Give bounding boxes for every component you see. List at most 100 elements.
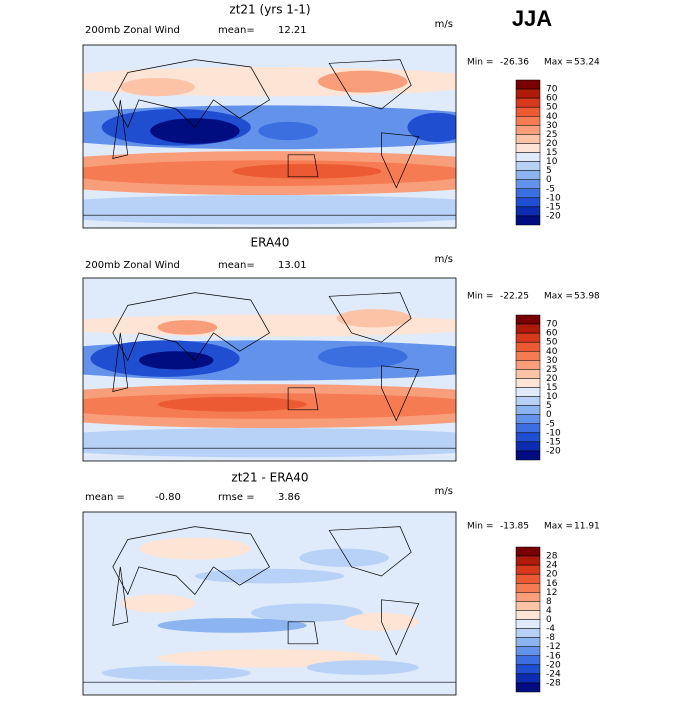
- colorbar-box: [515, 610, 541, 620]
- colorbar-label: 50: [546, 338, 558, 348]
- coastline: [83, 526, 456, 683]
- left-label: 200mb Zonal Wind: [85, 260, 180, 271]
- min-value: -22.25: [500, 292, 529, 302]
- max-value: 11.91: [574, 522, 600, 532]
- max-label: Max =: [544, 522, 573, 532]
- colorbar-box: [515, 673, 541, 684]
- field-contour: [157, 396, 307, 412]
- panel: zt21 (yrs 1-1) 200mb Zonal Wind mean= 12.21…: [82, 3, 600, 229]
- panel: zt21 - ERA40 mean = -0.80 rmse = 3.86 m/s Min …: [82, 471, 600, 696]
- max-label: Max =: [544, 292, 573, 302]
- colorbar-box: [515, 161, 541, 171]
- colorbar-box: [515, 396, 541, 406]
- colorbar-label: -5: [546, 184, 555, 194]
- panel-title: zt21 - ERA40: [231, 471, 308, 485]
- colorbar-box: [515, 546, 541, 557]
- map: [83, 512, 456, 695]
- colorbar-box: [515, 215, 541, 226]
- colorbar-label: 4: [546, 606, 552, 616]
- field-contour: [306, 660, 419, 675]
- colorbar-label: 0: [546, 410, 552, 420]
- colorbar-label: 40: [546, 347, 558, 357]
- colorbar-box: [515, 188, 541, 199]
- left-value: -0.80: [155, 492, 181, 503]
- field-contour: [101, 665, 251, 681]
- colorbar-label: 8: [546, 597, 552, 607]
- stat-value: 12.21: [278, 25, 307, 36]
- colorbar-label: 50: [546, 103, 558, 113]
- colorbar-label: -16: [546, 651, 561, 661]
- colorbar-box: [515, 332, 541, 343]
- colorbar-label: 20: [546, 570, 558, 580]
- colorbar-label: 25: [546, 365, 557, 375]
- colorbar-box: [515, 314, 541, 325]
- colorbar-box: [515, 79, 541, 90]
- colorbar-label: 0: [546, 175, 552, 185]
- colorbar-box: [515, 351, 541, 361]
- field-contour: [258, 121, 318, 141]
- colorbar-label: 5: [546, 401, 552, 411]
- colorbar-box: [515, 323, 541, 334]
- colorbar-label: 10: [546, 157, 558, 167]
- stat-label: mean=: [218, 25, 255, 36]
- map-frame: [82, 511, 457, 696]
- colorbar-box: [515, 414, 541, 424]
- stat-label: rmse =: [218, 492, 255, 503]
- colorbar-label: 25: [546, 130, 557, 140]
- max-value: 53.24: [574, 58, 600, 68]
- colorbar-label: -10: [546, 428, 561, 438]
- colorbar-label: -20: [546, 660, 561, 670]
- colorbar-box: [515, 341, 541, 352]
- colorbar-label: 60: [546, 329, 558, 339]
- field-contour: [157, 320, 218, 335]
- colorbar-box: [515, 441, 541, 452]
- colorbar-label: 12: [546, 588, 557, 598]
- colorbar-label: 28: [546, 552, 558, 562]
- field-contour: [83, 340, 456, 381]
- colorbar-label: 15: [546, 383, 557, 393]
- colorbar-box: [515, 432, 541, 443]
- field-contour: [83, 66, 456, 97]
- colorbar-box: [515, 555, 541, 566]
- unit: m/s: [435, 254, 453, 265]
- colorbar-box: [515, 655, 541, 666]
- colorbar-box: [515, 134, 541, 144]
- colorbar-box: [515, 378, 541, 388]
- colorbar-label: 10: [546, 392, 558, 402]
- colorbar-label: -10: [546, 193, 561, 203]
- panel-title: zt21 (yrs 1-1): [229, 3, 310, 17]
- colorbar-label: 70: [546, 320, 558, 330]
- colorbar-box: [515, 143, 541, 153]
- stat-value: 3.86: [278, 492, 300, 503]
- colorbar-box: [515, 360, 541, 370]
- colorbar-box: [515, 682, 541, 693]
- colorbar-box: [515, 664, 541, 675]
- colorbar-box: [515, 405, 541, 415]
- colorbar-box: [515, 197, 541, 208]
- left-label: mean =: [85, 492, 125, 503]
- colorbar-box: [515, 97, 541, 108]
- unit: m/s: [435, 19, 453, 30]
- colorbar-box: [515, 116, 541, 126]
- left-label: 200mb Zonal Wind: [85, 25, 180, 36]
- field-contour: [150, 118, 240, 144]
- field-contour: [83, 428, 456, 458]
- colorbar-box: [515, 179, 541, 189]
- field-contour: [138, 537, 251, 560]
- colorbar-label: -15: [546, 437, 561, 447]
- min-label: Min =: [467, 58, 493, 68]
- colorbar-label: -20: [546, 211, 561, 221]
- colorbar-label: 20: [546, 374, 558, 384]
- colorbar-label: 0: [546, 615, 552, 625]
- colorbar-label: 20: [546, 139, 558, 149]
- colorbar-label: -28: [546, 678, 561, 688]
- field-contour: [83, 195, 456, 225]
- colorbar-box: [515, 88, 541, 99]
- colorbar-label: -20: [546, 446, 561, 456]
- colorbar-box: [515, 619, 541, 629]
- colorbar-box: [515, 450, 541, 461]
- colorbar-label: -15: [546, 202, 561, 212]
- colorbar-box: [515, 564, 541, 575]
